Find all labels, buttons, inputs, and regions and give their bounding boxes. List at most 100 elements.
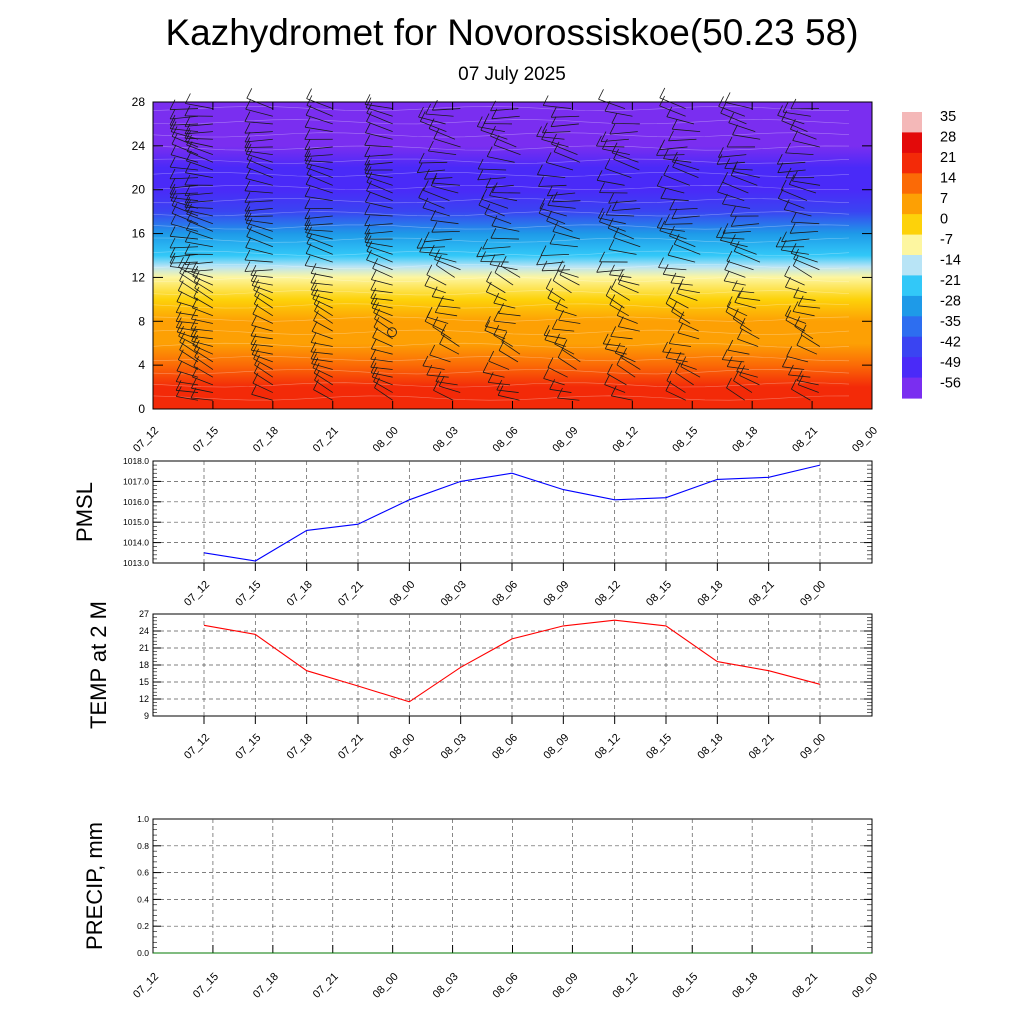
wind-barb-flag xyxy=(428,118,435,129)
wind-barb-flag xyxy=(608,193,614,204)
wind-barb xyxy=(666,116,694,125)
wind-barb xyxy=(313,372,333,386)
isotherm-line xyxy=(152,145,850,151)
wind-barb xyxy=(245,153,273,163)
wind-barb xyxy=(660,198,689,202)
wind-barb-flag xyxy=(542,95,549,106)
wind-barb-flag xyxy=(493,325,500,336)
wind-barb-flag xyxy=(244,206,251,217)
wind-barb xyxy=(730,175,758,186)
wind-barb-flag xyxy=(793,248,799,260)
wind-barb xyxy=(672,166,699,179)
wind-barb xyxy=(736,371,758,378)
colorbar-swatch xyxy=(902,377,922,399)
wind-barb xyxy=(169,123,199,126)
wind-barb xyxy=(477,126,505,132)
wind-barb xyxy=(547,297,568,309)
wind-barb-flag xyxy=(546,210,552,222)
wind-barb-flag xyxy=(500,256,507,267)
wind-barb-flag xyxy=(542,122,548,133)
x-tick-label: 08_06 xyxy=(490,732,520,762)
wind-barb-flag xyxy=(736,361,742,372)
wind-barb xyxy=(250,274,273,278)
wind-barb-flag xyxy=(536,126,542,137)
wind-barb xyxy=(785,315,807,324)
wind-barb xyxy=(494,272,514,286)
wind-barb xyxy=(169,177,199,180)
wind-barb-flag xyxy=(666,106,673,117)
wind-barb xyxy=(596,269,625,273)
wind-barb xyxy=(422,365,445,370)
wind-barb xyxy=(732,290,755,294)
wind-barb-flag xyxy=(191,378,197,389)
wind-barb xyxy=(611,152,639,163)
wind-barb-flag xyxy=(190,318,197,329)
x-tick-label: 08_15 xyxy=(644,579,674,609)
wind-barb-flag xyxy=(185,199,191,211)
wind-barb xyxy=(551,115,580,118)
wind-barb-flag xyxy=(244,111,251,122)
wind-barb xyxy=(432,326,452,340)
wind-barb-flag xyxy=(792,170,798,182)
x-tick-label: 08_03 xyxy=(439,732,469,762)
wind-barb-flag xyxy=(726,377,732,389)
wind-barb-flag xyxy=(306,95,313,106)
wind-barb xyxy=(674,243,701,255)
wind-barb xyxy=(480,129,508,140)
wind-barb-flag xyxy=(426,306,433,318)
wind-barb-flag xyxy=(605,285,612,296)
wind-barb xyxy=(429,254,457,263)
wind-barb xyxy=(664,223,693,225)
isotherm-line xyxy=(152,303,850,309)
wind-barb xyxy=(184,269,213,273)
y-tick-label: 8 xyxy=(138,314,145,328)
wind-barb xyxy=(606,214,635,217)
wind-barb xyxy=(672,128,701,133)
wind-barb-flag xyxy=(730,206,736,217)
wind-barb xyxy=(254,295,274,309)
wind-barb-flag xyxy=(176,360,183,372)
wind-barb-flag xyxy=(604,374,610,385)
wind-barb-flag xyxy=(605,204,612,216)
wind-barb xyxy=(725,311,745,324)
wind-barb xyxy=(170,254,199,258)
wind-barb xyxy=(727,306,748,317)
wind-barb xyxy=(599,221,626,232)
wind-barb xyxy=(313,320,333,332)
colorbar-swatch xyxy=(902,214,922,236)
wind-barb xyxy=(426,316,449,324)
wind-barb-flag xyxy=(184,185,191,196)
wind-barb-flag xyxy=(175,302,182,313)
wind-barb-flag xyxy=(365,122,371,134)
wind-barb xyxy=(186,213,214,225)
wind-barb-flag xyxy=(304,150,311,161)
wind-barb-flag xyxy=(370,357,377,368)
x-tick-label: 07_18 xyxy=(251,425,281,455)
wind-barb xyxy=(783,111,811,117)
wind-barb xyxy=(194,356,214,370)
pmsl-panel: 1013.0 1014.0 1015.0 1016.0 1017.0 1018.0 07_1… xyxy=(72,456,873,609)
y-tick-label: 12 xyxy=(132,270,146,284)
wind-barb xyxy=(478,204,505,217)
wind-barb xyxy=(252,382,274,393)
wind-barb xyxy=(250,335,273,340)
wind-barb xyxy=(797,380,819,386)
wind-barb-flag xyxy=(720,230,726,241)
wind-barb xyxy=(680,366,701,378)
wind-barb xyxy=(777,161,806,165)
wind-barb xyxy=(178,266,199,278)
wind-barb xyxy=(179,349,199,363)
isotherm-line xyxy=(152,382,850,388)
wind-barb-flag xyxy=(190,325,197,337)
wind-barb-flag xyxy=(192,366,198,378)
wind-barb xyxy=(244,121,273,125)
wind-barb-flag xyxy=(304,219,311,230)
wind-barb xyxy=(677,332,700,340)
wind-barb-flag xyxy=(304,255,311,266)
wind-barb xyxy=(304,160,333,163)
wind-barb-flag xyxy=(483,113,490,124)
wind-barb-flag xyxy=(490,228,497,239)
wind-barb-flag xyxy=(431,222,438,233)
y-tick-label: 24 xyxy=(139,626,149,636)
plot-frame xyxy=(152,460,873,564)
